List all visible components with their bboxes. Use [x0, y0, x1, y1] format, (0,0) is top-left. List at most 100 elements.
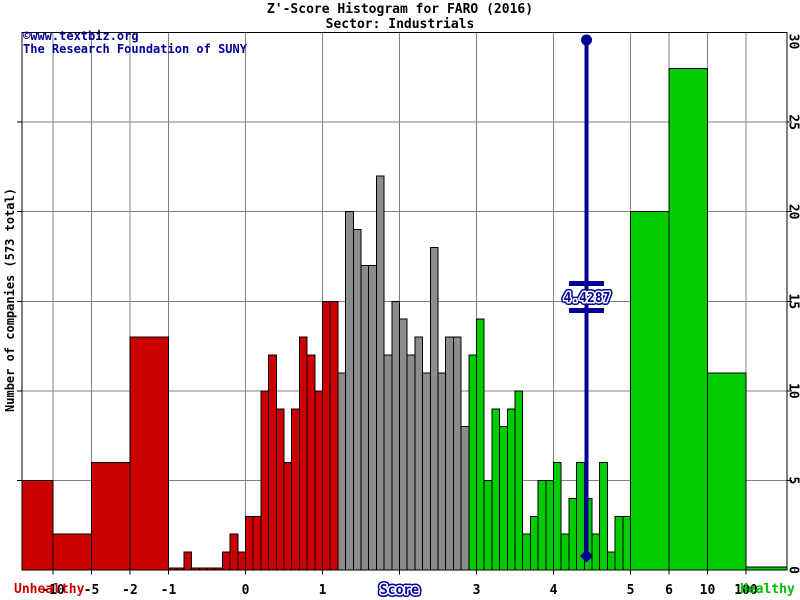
y-tick-label: 15 — [786, 293, 800, 309]
histogram-bar — [568, 497, 578, 571]
x-tick-label: 0 — [242, 583, 250, 598]
histogram-bar — [306, 354, 316, 571]
y-tick-label: 0 — [786, 566, 800, 574]
histogram-bar — [352, 229, 362, 571]
x-tick-labels: -10 -5 -2 -1 0 1 2 3 4 5 6 10 100 — [41, 583, 758, 598]
histogram-bar — [229, 533, 239, 571]
x-tick-label: -5 — [84, 583, 100, 598]
x-tick-label: 100 — [734, 583, 758, 598]
score-marker-label: 4.4287 4.4287 4.4287 — [561, 288, 614, 309]
histogram-bar — [237, 551, 247, 571]
histogram-bar — [391, 300, 400, 571]
healthy-zone-label: Healthy — [740, 582, 795, 597]
histogram-bar — [414, 336, 424, 571]
histogram-bar — [506, 408, 516, 571]
x-tick-label: 5 — [627, 583, 635, 598]
histogram-bar — [422, 372, 431, 571]
histogram-bar — [622, 515, 631, 571]
histogram-bar — [283, 462, 293, 571]
x-tick-label: 4 — [550, 583, 558, 598]
histogram-bar — [591, 533, 601, 571]
y-tick-label: 25 — [786, 114, 800, 130]
histogram-bar — [560, 533, 570, 571]
y-axis-title: Number of companies (573 total) — [3, 188, 17, 412]
chart-subtitle: Sector: Industrials — [325, 17, 475, 32]
histogram-bar — [545, 479, 554, 571]
histogram-bar — [406, 354, 416, 571]
histogram-bar — [476, 318, 485, 571]
x-axis-title-halo: Score — [380, 583, 419, 598]
score-marker-label-outline: 4.4287 — [564, 291, 611, 306]
histogram-bar — [514, 390, 524, 571]
y-tick-label: 20 — [786, 204, 800, 220]
histogram-bar — [129, 336, 169, 571]
score-marker-label-halo: 4.4287 — [564, 291, 611, 306]
watermark-org: The Research Foundation of SUNY — [23, 42, 247, 56]
x-tick-label: -1 — [161, 583, 177, 598]
histogram-bar — [437, 372, 447, 571]
histogram-bar — [483, 479, 493, 571]
watermark-url: ©www.textbiz.org — [23, 29, 139, 43]
histogram-bar — [345, 211, 354, 571]
marker-crossbar-lower — [569, 308, 605, 313]
histogram-bar — [368, 264, 377, 571]
histogram-bar — [630, 211, 670, 571]
histogram-bar — [429, 247, 439, 571]
marker-line — [584, 38, 589, 556]
x-axis-title: Score Score Score — [377, 580, 422, 600]
histogram-bar — [91, 462, 131, 571]
histogram-bar — [460, 426, 470, 571]
axis-ticks — [17, 121, 792, 575]
chart-title: Z'-Score Histogram for FARO (2016) — [266, 2, 534, 17]
histogram-bar — [375, 175, 385, 571]
histogram-bar — [522, 533, 531, 571]
histogram-bar — [337, 372, 347, 571]
x-axis-title-outline: Score — [380, 583, 419, 598]
histogram-bars — [21, 67, 788, 571]
score-marker-label-text: 4.4287 — [564, 291, 611, 306]
right-y-tick-labels: 0 5 10 15 20 25 30 — [786, 34, 800, 574]
company-score-marker — [569, 34, 605, 563]
x-tick-label: 10 — [700, 583, 716, 598]
histogram-bar — [452, 336, 462, 571]
unhealthy-zone-label: Unhealthy — [14, 582, 85, 597]
histogram-bar — [291, 408, 300, 571]
histogram-bar — [252, 515, 262, 571]
histogram-bar — [298, 336, 308, 571]
x-tick-label: -10 — [41, 583, 65, 598]
marker-bottom-diamond — [580, 549, 594, 563]
x-tick-label: 2 — [396, 583, 404, 598]
histogram-bar — [399, 318, 408, 571]
histogram-bar — [668, 67, 708, 571]
histogram-bar — [383, 354, 393, 571]
histogram-bar — [614, 515, 624, 571]
histogram-bar — [314, 390, 323, 571]
x-tick-label: 1 — [319, 583, 327, 598]
x-tick-label: 3 — [473, 583, 481, 598]
histogram-bar — [553, 462, 562, 571]
histogram-bar — [268, 354, 277, 571]
histogram-bar — [260, 390, 270, 571]
x-axis-title-text: Score — [380, 583, 419, 598]
histogram-bar — [499, 426, 508, 571]
marker-crossbar-upper — [569, 281, 605, 286]
y-tick-label: 30 — [786, 34, 800, 50]
histogram-bar — [537, 479, 547, 571]
histogram-bar — [322, 300, 331, 571]
x-tick-label: 6 — [665, 583, 673, 598]
histogram-bar — [329, 300, 339, 571]
marker-top-dot — [581, 34, 593, 46]
y-tick-label: 10 — [786, 383, 800, 399]
histogram-bar — [21, 479, 54, 571]
histogram-bar — [529, 515, 539, 571]
histogram-bar — [245, 515, 254, 571]
histogram-bar — [468, 354, 477, 571]
histogram-bar — [183, 551, 193, 571]
histogram-bar — [221, 551, 231, 571]
histogram-bar — [599, 462, 608, 571]
histogram-bar — [707, 372, 747, 571]
histogram-bar — [491, 408, 501, 571]
histogram-bar — [360, 264, 370, 571]
